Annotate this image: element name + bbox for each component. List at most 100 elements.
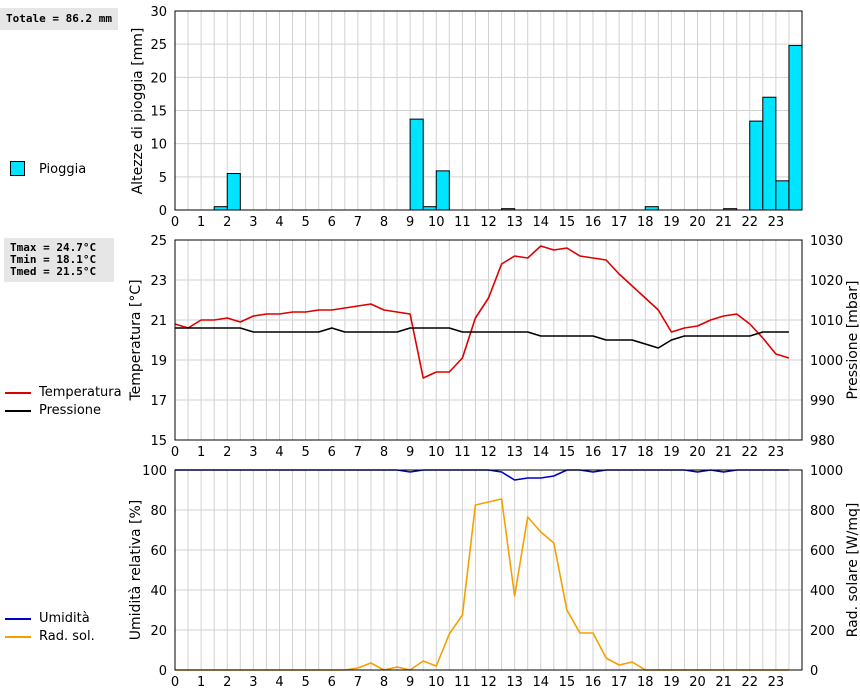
temp-x-tick-label: 3 [249,445,257,460]
rain-x-tick-label: 22 [741,215,758,230]
rain-x-tick-label: 16 [585,215,602,230]
temp-x-tick-label: 23 [768,445,785,460]
hum-x-tick-label: 16 [585,675,602,690]
temp-x-tick-label: 13 [506,445,523,460]
temp-series-temperatura [174,245,790,379]
hum-y-tick-label: 0 [159,664,167,679]
hum-x-tick-label: 21 [715,675,732,690]
hum-x-tick-label: 10 [428,675,445,690]
legend-label-pressione: Pressione [39,403,102,418]
temp-series-pressione [175,327,789,349]
hum-series-umidit- [175,469,789,481]
temp-x-tick-label: 20 [689,445,706,460]
temp-x-tick-label: 4 [275,445,283,460]
temp-y-tick-label: 19 [150,354,167,369]
rain-y-tick-label: 15 [150,105,167,120]
temp-x-tick-label: 10 [428,445,445,460]
hum-x-tick-label: 23 [768,675,785,690]
legend-label-radsol: Rad. sol. [39,629,95,644]
temp-y2-tick-label: 1030 [810,234,843,249]
rain-x-tick-label: 23 [768,215,785,230]
hum-y-tick-label: 20 [150,624,167,639]
rain-x-tick-label: 0 [171,215,179,230]
rain-x-tick-label: 12 [480,215,497,230]
rain-bar [409,118,424,211]
temp-x-tick-label: 12 [480,445,497,460]
temp-x-tick-label: 21 [715,445,732,460]
temp-x-tick-label: 22 [741,445,758,460]
temp-y2-tick-label: 1010 [810,314,843,329]
temp-x-tick-label: 1 [197,445,205,460]
legend-line-pressione [5,410,31,412]
hum-x-tick-label: 8 [380,675,388,690]
rain-x-tick-label: 6 [328,215,336,230]
hum-x-tick-label: 4 [275,675,283,690]
rain-y-tick-label: 5 [159,171,167,186]
legend-label-umidita: Umidità [39,611,90,626]
rain-y-tick-label: 20 [150,71,167,86]
hum-y2-axis-label: Rad. solare [W/mq] [845,503,860,638]
tmin-text: Tmin = 18.1°C [10,253,97,266]
hum-y2-tick-label: 1000 [810,464,843,479]
temp-y-tick-label: 25 [150,234,167,249]
rain-x-tick-label: 5 [301,215,309,230]
hum-x-tick-label: 19 [663,675,680,690]
legend-label-temperatura: Temperatura [39,385,122,400]
hum-y-tick-label: 40 [150,584,167,599]
temp-y-tick-label: 23 [150,274,167,289]
hum-x-tick-label: 2 [223,675,231,690]
rain-x-tick-label: 11 [454,215,471,230]
hum-y2-tick-label: 600 [810,544,835,559]
rain-bar [788,44,803,211]
rain-x-tick-label: 7 [354,215,362,230]
temp-x-tick-label: 18 [637,445,654,460]
rain-x-tick-label: 10 [428,215,445,230]
rain-bar [435,170,450,211]
legend-line-umidita [5,618,31,620]
temp-stats-box: Tmax = 24.7°C Tmin = 18.1°C Tmed = 21.5°… [4,238,114,282]
hum-y-tick-label: 100 [142,464,167,479]
hum-x-tick-label: 17 [611,675,628,690]
hum-x-tick-label: 5 [301,675,309,690]
hum-y2-tick-label: 200 [810,624,835,639]
temp-y-tick-label: 15 [150,434,167,449]
rain-bar [749,120,764,211]
temp-x-tick-label: 16 [585,445,602,460]
temp-x-tick-label: 8 [380,445,388,460]
temp-y2-axis-label: Pressione [mbar] [845,280,860,399]
temp-x-tick-label: 15 [559,445,576,460]
temp-x-tick-label: 9 [406,445,414,460]
legend-line-temperatura [5,392,31,394]
hum-x-tick-label: 14 [532,675,549,690]
rain-x-tick-label: 8 [380,215,388,230]
hum-x-tick-label: 15 [559,675,576,690]
tmed-text: Tmed = 21.5°C [10,265,97,278]
rain-x-tick-label: 19 [663,215,680,230]
tmax-text: Tmax = 24.7°C [10,241,97,254]
legend-line-radsol [5,636,31,638]
temp-x-tick-label: 17 [611,445,628,460]
hum-series-rad-sol- [175,498,789,671]
temp-y2-tick-label: 1020 [810,274,843,289]
hum-x-tick-label: 20 [689,675,706,690]
rain-y-tick-label: 30 [150,5,167,20]
rain-total-box: Totale = 86.2 mm [0,8,118,30]
rain-x-tick-label: 13 [506,215,523,230]
rain-y-tick-label: 10 [150,138,167,153]
hum-y2-tick-label: 0 [810,664,818,679]
rain-x-tick-label: 21 [715,215,732,230]
rain-frame [174,10,803,211]
temp-x-tick-label: 5 [301,445,309,460]
temp-y2-tick-label: 990 [810,394,835,409]
temp-y-tick-label: 21 [150,314,167,329]
hum-x-tick-label: 11 [454,675,471,690]
hum-x-tick-label: 22 [741,675,758,690]
temp-y-tick-label: 17 [150,394,167,409]
temp-x-tick-label: 0 [171,445,179,460]
hum-y2-tick-label: 800 [810,504,835,519]
rain-x-tick-label: 14 [532,215,549,230]
rain-x-tick-label: 18 [637,215,654,230]
hum-frame [174,469,803,671]
hum-x-tick-label: 3 [249,675,257,690]
